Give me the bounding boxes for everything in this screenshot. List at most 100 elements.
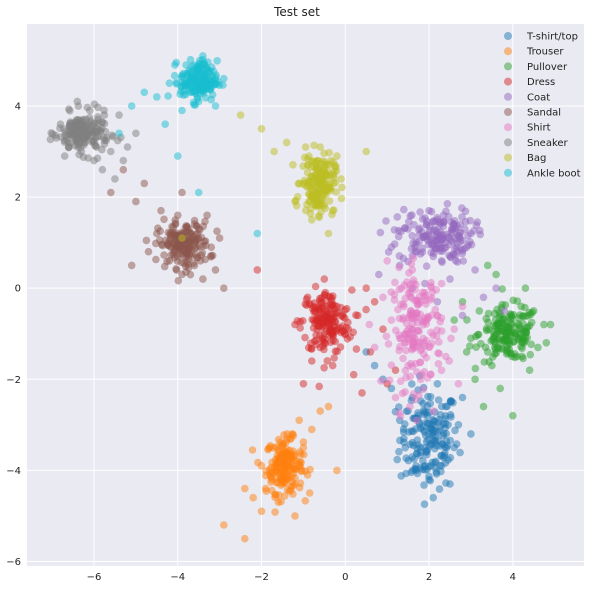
data-point bbox=[475, 307, 484, 315]
data-point bbox=[453, 247, 462, 255]
data-point bbox=[419, 350, 428, 359]
data-point bbox=[249, 493, 257, 502]
data-point bbox=[333, 302, 341, 311]
data-point bbox=[324, 184, 333, 192]
data-point bbox=[466, 216, 475, 225]
data-point bbox=[341, 306, 349, 314]
data-point bbox=[291, 512, 299, 520]
data-point bbox=[178, 106, 186, 115]
data-point bbox=[201, 237, 210, 245]
legend-marker bbox=[504, 153, 512, 162]
data-point bbox=[393, 213, 402, 221]
data-point bbox=[418, 215, 427, 223]
data-point bbox=[412, 466, 421, 475]
data-point bbox=[422, 408, 430, 417]
y-axis: −6 −4 −2 0 2 4 bbox=[6, 101, 21, 567]
data-point bbox=[498, 285, 507, 293]
data-point bbox=[257, 507, 266, 516]
data-point bbox=[158, 241, 167, 250]
data-point bbox=[406, 310, 415, 318]
data-point bbox=[471, 375, 479, 384]
data-point bbox=[436, 411, 445, 419]
data-point bbox=[342, 323, 351, 332]
data-point bbox=[400, 302, 408, 311]
data-point bbox=[287, 454, 296, 462]
data-point bbox=[277, 442, 285, 450]
data-point bbox=[542, 339, 551, 347]
data-point bbox=[84, 154, 92, 162]
data-point bbox=[382, 217, 390, 225]
data-point bbox=[328, 331, 336, 339]
data-point bbox=[310, 141, 318, 150]
data-point bbox=[454, 380, 463, 388]
data-point bbox=[408, 211, 416, 219]
data-point bbox=[178, 188, 186, 197]
data-point bbox=[90, 100, 99, 108]
data-point bbox=[395, 263, 403, 272]
data-point bbox=[316, 407, 325, 415]
data-point bbox=[290, 465, 299, 474]
data-point bbox=[282, 447, 290, 456]
data-point bbox=[446, 480, 454, 488]
data-point bbox=[431, 433, 440, 442]
data-point bbox=[429, 493, 438, 502]
data-point bbox=[358, 389, 366, 397]
data-point bbox=[425, 206, 433, 215]
data-point bbox=[191, 251, 200, 259]
data-point bbox=[311, 307, 319, 315]
data-point bbox=[370, 343, 379, 352]
data-point bbox=[498, 300, 506, 309]
data-point bbox=[362, 305, 370, 314]
y-tick-label: −6 bbox=[6, 557, 21, 568]
data-point bbox=[301, 143, 310, 151]
data-point bbox=[267, 478, 275, 486]
data-point bbox=[370, 361, 379, 370]
legend-marker bbox=[504, 168, 512, 177]
data-point bbox=[266, 443, 274, 452]
data-point bbox=[450, 220, 459, 229]
data-point bbox=[387, 243, 396, 251]
data-point bbox=[404, 361, 412, 370]
data-point bbox=[396, 377, 405, 386]
data-point bbox=[420, 481, 428, 489]
data-point bbox=[303, 161, 312, 169]
data-point bbox=[302, 301, 311, 310]
data-point bbox=[379, 325, 387, 334]
data-point bbox=[349, 370, 358, 379]
data-point bbox=[178, 234, 186, 242]
data-point bbox=[199, 52, 207, 60]
data-point bbox=[316, 170, 325, 179]
data-point bbox=[395, 252, 404, 260]
data-point bbox=[107, 188, 115, 197]
legend-marker bbox=[504, 62, 512, 71]
data-point bbox=[308, 193, 316, 201]
legend-label: Sneaker bbox=[527, 138, 569, 149]
data-point bbox=[434, 360, 443, 368]
data-point bbox=[80, 141, 88, 149]
data-point bbox=[435, 244, 443, 253]
data-point bbox=[337, 194, 346, 203]
data-point bbox=[479, 293, 488, 302]
data-point bbox=[412, 416, 421, 425]
data-point bbox=[320, 275, 329, 283]
data-point bbox=[315, 187, 323, 196]
data-point bbox=[270, 147, 278, 156]
data-point bbox=[399, 354, 407, 363]
data-point bbox=[402, 373, 410, 382]
data-point bbox=[387, 316, 396, 324]
data-point bbox=[165, 242, 174, 250]
data-point bbox=[220, 521, 228, 529]
data-point bbox=[257, 462, 266, 470]
data-point bbox=[328, 361, 337, 370]
data-point bbox=[325, 320, 333, 328]
data-point bbox=[402, 469, 410, 478]
data-point bbox=[515, 330, 524, 338]
data-point bbox=[437, 462, 446, 470]
data-point bbox=[261, 484, 270, 493]
data-point bbox=[69, 125, 77, 133]
data-point bbox=[198, 248, 207, 257]
data-point bbox=[423, 465, 432, 474]
data-point bbox=[207, 252, 215, 261]
data-point bbox=[429, 417, 438, 425]
legend-label: Coat bbox=[527, 92, 550, 103]
